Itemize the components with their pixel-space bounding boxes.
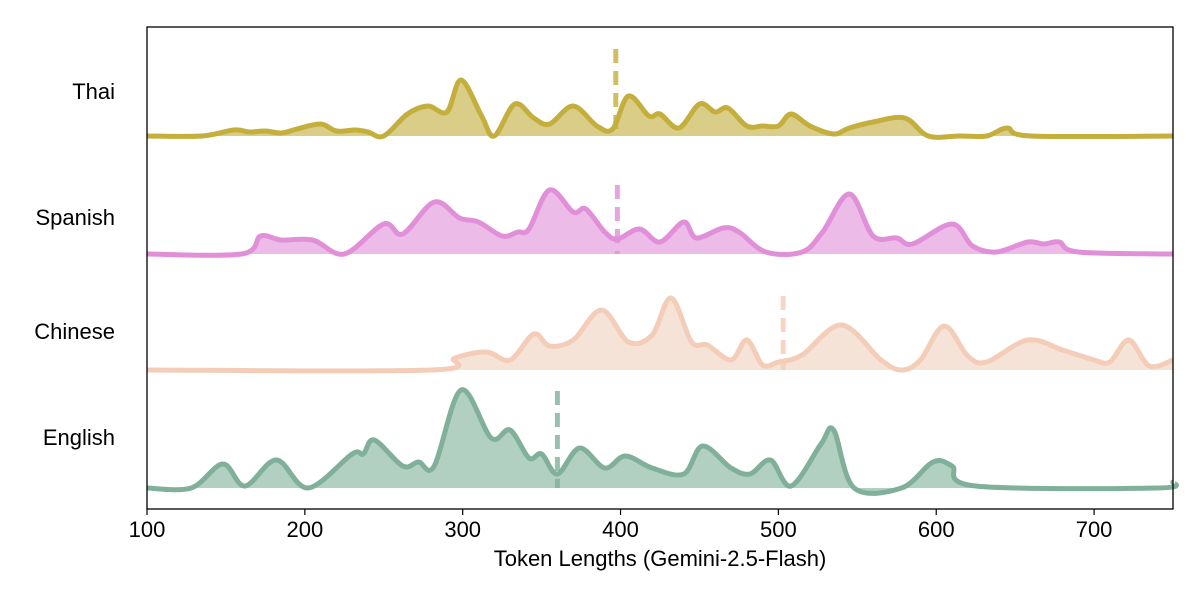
x-tick-label: 100: [129, 517, 166, 542]
x-tick-label: 500: [760, 517, 797, 542]
x-axis: 100 200 300 400 500 600 700: [129, 509, 1113, 542]
x-tick-label: 300: [444, 517, 481, 542]
x-tick-label: 200: [286, 517, 323, 542]
density-line: [146, 295, 1174, 374]
density-line: [146, 77, 1174, 140]
ylabel-english: English: [43, 425, 115, 450]
density-fill: [147, 389, 1177, 494]
plot-frame: [146, 26, 1174, 510]
ylabel-spanish: Spanish: [35, 205, 115, 230]
x-axis-title: Token Lengths (Gemini-2.5-Flash): [494, 546, 827, 571]
density-line: [146, 187, 1174, 258]
density-fill: [147, 297, 1173, 371]
x-tick-label: 400: [602, 517, 639, 542]
ridge-english: [146, 387, 1179, 496]
x-tick-label: 600: [918, 517, 955, 542]
plot-area: [146, 49, 1179, 496]
ylabel-thai: Thai: [72, 79, 115, 104]
ridge-thai: [146, 49, 1174, 140]
ridge-spanish: [146, 185, 1174, 258]
density-fill: [147, 189, 1173, 256]
density-fill: [147, 79, 1173, 138]
ridge-chinese: [146, 295, 1174, 374]
density-line: [146, 387, 1179, 496]
x-tick-label: 700: [1076, 517, 1113, 542]
ylabel-chinese: Chinese: [34, 319, 115, 344]
y-axis-labels: Thai Spanish Chinese English: [34, 79, 115, 450]
